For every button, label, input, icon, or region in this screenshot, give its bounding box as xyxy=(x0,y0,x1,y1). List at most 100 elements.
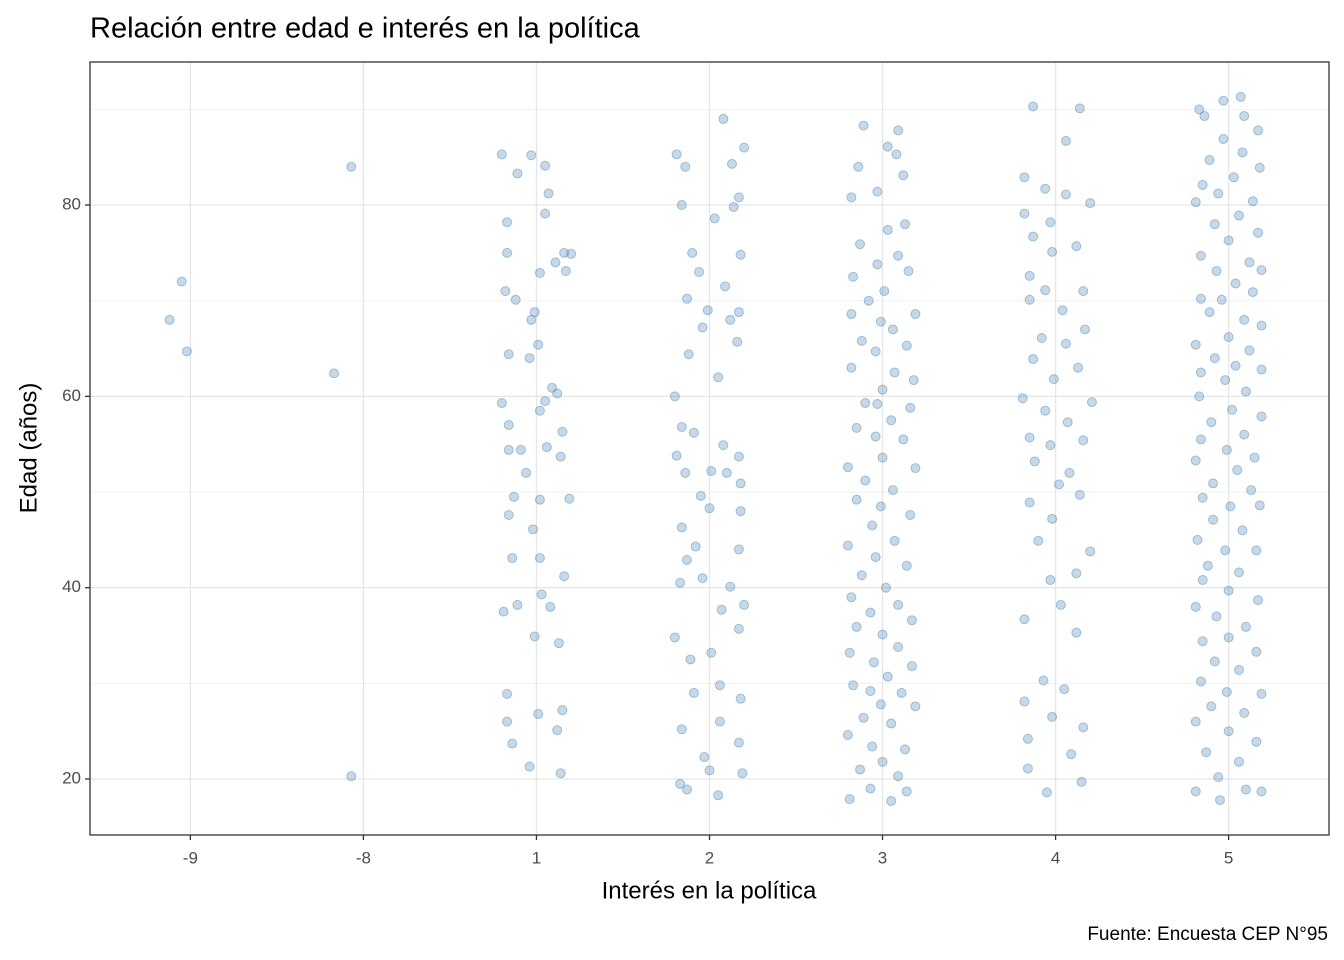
point xyxy=(1232,465,1243,476)
point xyxy=(726,158,737,169)
point xyxy=(1251,736,1262,747)
point xyxy=(733,192,744,203)
point xyxy=(688,687,699,698)
point xyxy=(846,192,857,203)
point xyxy=(1237,525,1248,536)
point xyxy=(1223,585,1234,596)
point xyxy=(564,493,575,504)
point xyxy=(735,249,746,260)
point xyxy=(855,239,866,250)
point xyxy=(1076,776,1087,787)
point xyxy=(718,113,729,124)
point xyxy=(896,687,907,698)
point xyxy=(1213,772,1224,783)
point xyxy=(842,730,853,741)
point xyxy=(1036,333,1047,344)
point xyxy=(1195,293,1206,304)
point xyxy=(1234,756,1245,767)
point xyxy=(534,267,545,278)
point xyxy=(1194,391,1205,402)
point xyxy=(725,581,736,592)
point xyxy=(552,388,563,399)
point xyxy=(675,778,686,789)
point xyxy=(543,188,554,199)
point xyxy=(1218,95,1229,106)
point xyxy=(908,375,919,386)
point xyxy=(856,570,867,581)
point xyxy=(739,142,750,153)
point xyxy=(704,765,715,776)
point xyxy=(900,744,911,755)
point xyxy=(735,693,746,704)
point xyxy=(1078,722,1089,733)
point xyxy=(875,699,886,710)
point xyxy=(1190,786,1201,797)
point xyxy=(903,266,914,277)
point xyxy=(887,324,898,335)
point xyxy=(1228,172,1239,183)
point xyxy=(496,149,507,160)
point xyxy=(1211,611,1222,622)
point xyxy=(688,427,699,438)
point xyxy=(1253,595,1264,606)
point xyxy=(695,490,706,501)
point xyxy=(906,615,917,626)
point xyxy=(872,186,883,197)
point xyxy=(893,250,904,261)
point xyxy=(503,349,514,360)
point xyxy=(1204,307,1215,318)
point xyxy=(737,768,748,779)
point xyxy=(526,150,537,161)
point xyxy=(882,671,893,682)
point xyxy=(676,522,687,533)
point xyxy=(732,336,743,347)
x-axis-label: Interés en la política xyxy=(602,877,817,904)
point xyxy=(1256,786,1267,797)
point xyxy=(1239,111,1250,122)
point xyxy=(512,599,523,610)
point xyxy=(1199,111,1210,122)
point xyxy=(855,764,866,775)
point xyxy=(889,367,900,378)
point xyxy=(502,716,513,727)
y-tick-label: 40 xyxy=(62,577,81,596)
y-tick-label: 80 xyxy=(62,195,81,214)
point xyxy=(512,168,523,179)
point xyxy=(1195,250,1206,261)
point xyxy=(860,475,871,486)
point xyxy=(1017,393,1028,404)
point xyxy=(510,294,521,305)
point xyxy=(1220,375,1231,386)
point xyxy=(534,405,545,416)
point xyxy=(496,398,507,409)
point xyxy=(1190,601,1201,612)
point xyxy=(547,382,558,393)
point xyxy=(1253,125,1264,136)
point xyxy=(694,266,705,277)
point xyxy=(680,467,691,478)
point xyxy=(872,259,883,270)
point xyxy=(868,657,879,668)
point xyxy=(502,247,513,258)
point xyxy=(846,592,857,603)
point xyxy=(882,141,893,152)
point xyxy=(713,790,724,801)
point xyxy=(550,257,561,268)
point xyxy=(886,718,897,729)
point xyxy=(886,796,897,807)
point xyxy=(557,426,568,437)
point xyxy=(1239,429,1250,440)
point xyxy=(1221,444,1232,455)
point xyxy=(1019,208,1030,219)
point xyxy=(877,629,888,640)
point xyxy=(860,398,871,409)
point xyxy=(846,309,857,320)
point xyxy=(1074,103,1085,114)
point xyxy=(1214,795,1225,806)
point xyxy=(515,444,526,455)
point xyxy=(676,421,687,432)
point xyxy=(1190,455,1201,466)
point xyxy=(865,607,876,618)
point xyxy=(671,149,682,160)
